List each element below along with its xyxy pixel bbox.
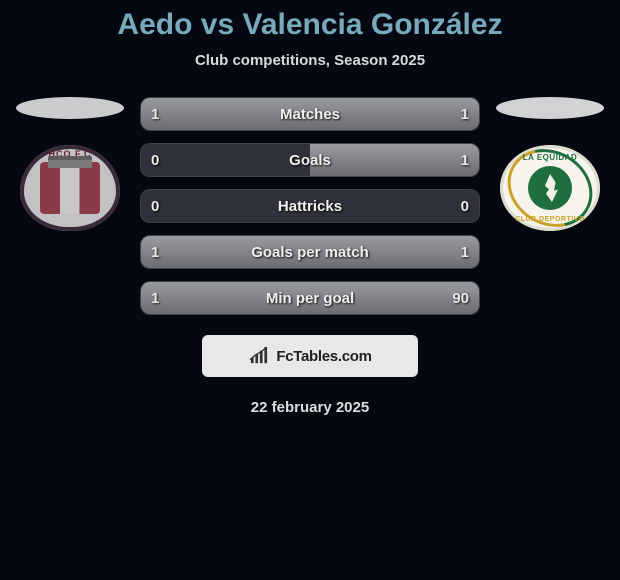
la-equidad-crest-icon: LA EQUIDAD CLUB DEPORTIVO (500, 145, 600, 231)
stat-value-left: 1 (141, 236, 169, 268)
stat-value-right: 1 (451, 98, 479, 130)
stat-bar: 01Goals (140, 143, 480, 177)
crest-right-band-top: LA EQUIDAD (523, 153, 577, 162)
club-badge-right[interactable]: LA EQUIDAD CLUB DEPORTIVO (500, 143, 600, 233)
crest-left-inner (40, 162, 100, 214)
stat-fill-right (151, 282, 479, 314)
stat-value-left: 0 (141, 190, 169, 222)
stat-value-left: 0 (141, 144, 169, 176)
crest-right-band-bottom: CLUB DEPORTIVO (515, 216, 585, 223)
chart-icon (248, 347, 270, 365)
stat-value-right: 1 (451, 144, 479, 176)
stat-label: Hattricks (141, 198, 479, 215)
club-right-column: LA EQUIDAD CLUB DEPORTIVO (490, 97, 610, 233)
stat-value-left: 1 (141, 282, 169, 314)
player-head-placeholder-right (496, 97, 604, 119)
stat-bar: 0 0Hattricks (140, 189, 480, 223)
stats-list: 11Matches01Goals00Hattricks11Goals per m… (140, 97, 480, 315)
stat-value-right: 90 (442, 282, 479, 314)
stat-value-right: 1 (451, 236, 479, 268)
stat-bar: 190Min per goal (140, 281, 480, 315)
brand-text: FcTables.com (276, 348, 371, 365)
page-subtitle: Club competitions, Season 2025 (195, 52, 425, 69)
player-head-placeholder-left (16, 97, 124, 119)
brand-footer[interactable]: FcTables.com (202, 335, 418, 377)
boyaca-chico-crest-icon: HCO F.C (20, 145, 120, 231)
stat-value-right: 0 (451, 190, 479, 222)
stat-bar: 11Goals per match (140, 235, 480, 269)
page-title: Aedo vs Valencia González (117, 8, 502, 42)
comparison-date: 22 february 2025 (251, 399, 369, 416)
club-left-column: HCO F.C (10, 97, 130, 233)
comparison-widget: Aedo vs Valencia González Club competiti… (0, 0, 620, 424)
stats-comparison-row: HCO F.C 11Matches01Goals00Hattricks11Goa… (0, 97, 620, 315)
stat-bar: 11Matches (140, 97, 480, 131)
club-badge-left[interactable]: HCO F.C (20, 143, 120, 233)
stat-value-left: 1 (141, 98, 169, 130)
